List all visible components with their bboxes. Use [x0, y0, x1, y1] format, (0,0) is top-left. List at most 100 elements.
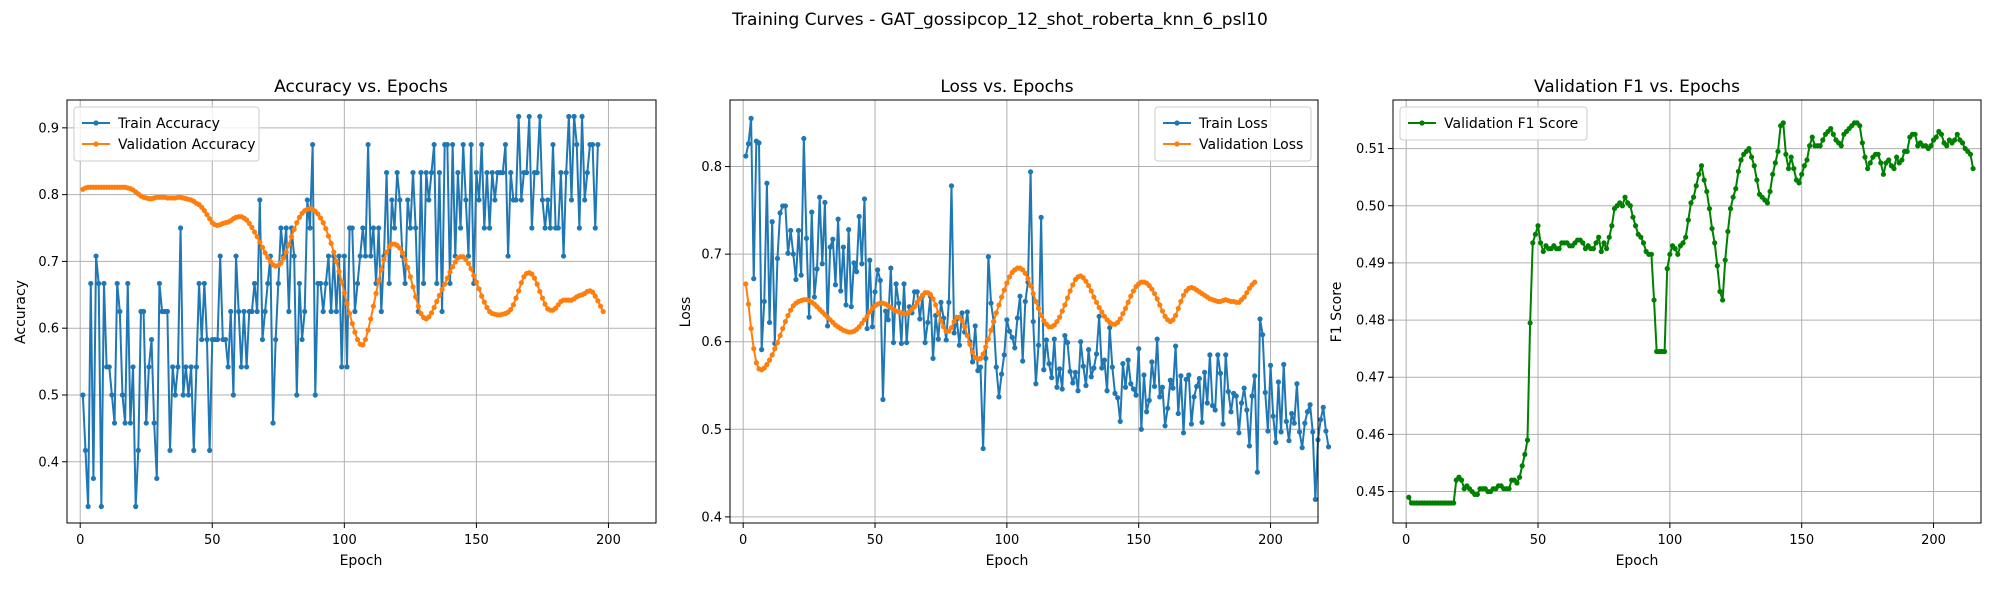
f1-validation-f1-score-point — [1970, 165, 1976, 172]
loss-train-loss-point — [1033, 381, 1039, 387]
accuracy-train-accuracy-point — [273, 336, 279, 343]
loss-validation-loss-point — [1004, 280, 1010, 286]
accuracy-train-accuracy-point — [251, 280, 258, 287]
accuracy-validation-accuracy-point — [471, 272, 477, 279]
loss-train-loss-point — [1167, 377, 1173, 383]
loss-train-loss-point — [1202, 369, 1208, 375]
f1-panel-title: Validation F1 vs. Epochs — [1534, 77, 1740, 97]
f1-validation-f1-score-point — [1801, 163, 1807, 169]
accuracy-train-accuracy-point — [516, 113, 522, 120]
accuracy-train-accuracy-point — [481, 225, 487, 231]
accuracy-train-accuracy-point — [339, 364, 345, 370]
accuracy-train-accuracy-point — [302, 308, 308, 315]
accuracy-train-accuracy-point — [386, 280, 392, 287]
loss-validation-loss-point — [774, 339, 781, 346]
accuracy-train-accuracy-point — [286, 308, 292, 315]
loss-validation-loss-point — [948, 325, 955, 331]
loss-train-loss-point — [867, 257, 873, 263]
accuracy-train-accuracy-point — [275, 280, 281, 287]
accuracy-train-accuracy-point — [125, 280, 131, 287]
accuracy-train-accuracy-point — [249, 308, 255, 315]
f1-ytick-label: 0.50 — [1356, 199, 1385, 214]
accuracy-validation-accuracy-point — [439, 286, 445, 293]
f1-validation-f1-score-point — [1690, 194, 1697, 200]
accuracy-ytick-label: 0.7 — [38, 255, 59, 270]
accuracy-train-accuracy-point — [473, 169, 479, 176]
loss-legend-box — [1154, 106, 1312, 162]
loss-train-loss-point — [830, 236, 836, 242]
accuracy-ylabel: Accuracy — [13, 280, 29, 344]
loss-train-loss-point — [998, 371, 1005, 377]
accuracy-validation-accuracy-point — [444, 275, 450, 281]
loss-train-loss-point — [1067, 368, 1073, 375]
f1-validation-f1-score-point — [1933, 134, 1939, 140]
accuracy-train-accuracy-point — [135, 447, 141, 454]
loss-train-loss-point — [1225, 389, 1231, 395]
f1-validation-f1-score-point — [1764, 200, 1771, 206]
accuracy-train-accuracy-point — [391, 225, 398, 231]
accuracy-train-accuracy-point — [214, 336, 221, 343]
loss-validation-loss-point — [745, 301, 752, 307]
f1-validation-f1-score-point — [1619, 203, 1625, 209]
accuracy-train-accuracy-point — [304, 197, 310, 203]
loss-train-loss-point — [1159, 384, 1166, 390]
loss-train-loss-point — [1260, 332, 1266, 338]
accuracy-validation-accuracy-point — [595, 298, 601, 304]
accuracy-validation-accuracy-point — [539, 295, 546, 301]
accuracy-validation-accuracy-point — [465, 260, 472, 267]
accuracy-validation-accuracy-point — [476, 286, 482, 292]
f1-validation-f1-score-point — [1648, 251, 1654, 257]
accuracy-ytick-label: 0.4 — [38, 455, 59, 470]
accuracy-train-accuracy-point — [185, 392, 192, 398]
accuracy-validation-accuracy-point — [508, 306, 514, 313]
accuracy-train-accuracy-point — [106, 364, 112, 370]
f1-validation-f1-score-point — [1516, 474, 1523, 480]
accuracy-validation-accuracy-point — [452, 259, 458, 265]
accuracy-train-accuracy-point — [201, 280, 207, 287]
loss-train-loss-point — [901, 281, 907, 287]
loss-train-loss-point — [1093, 351, 1100, 357]
loss-train-loss-point — [988, 300, 994, 306]
accuracy-train-accuracy-point — [360, 225, 366, 231]
loss-train-loss-point — [893, 281, 899, 287]
loss-validation-loss-point — [938, 318, 944, 324]
accuracy-train-accuracy-point — [151, 420, 157, 426]
loss-train-loss-point — [1212, 407, 1218, 413]
f1-validation-f1-score-point — [1672, 246, 1678, 252]
loss-validation-loss-point — [1070, 282, 1076, 288]
f1-validation-f1-score-point — [1791, 165, 1797, 172]
accuracy-train-accuracy-point — [204, 336, 210, 343]
loss-train-loss-point — [1244, 407, 1250, 413]
accuracy-xlabel: Epoch — [340, 553, 383, 569]
accuracy-validation-accuracy-point — [410, 284, 416, 290]
loss-xtick-label: 100 — [994, 533, 1019, 548]
f1-validation-f1-score-point — [1730, 194, 1736, 200]
loss-train-loss-point — [898, 340, 904, 347]
loss-validation-loss-point — [1083, 278, 1089, 284]
f1-validation-f1-score-point — [1698, 163, 1705, 169]
accuracy-validation-accuracy-point — [339, 279, 345, 285]
loss-train-loss-point — [801, 135, 807, 142]
accuracy-train-accuracy-point — [323, 280, 329, 287]
accuracy-train-accuracy-point — [217, 253, 223, 259]
loss-train-loss-point — [1175, 410, 1181, 417]
f1-validation-f1-score-point — [1688, 200, 1694, 206]
accuracy-validation-accuracy-point — [402, 256, 408, 263]
loss-train-loss-point — [1173, 343, 1179, 349]
accuracy-validation-accuracy-point — [479, 293, 485, 299]
accuracy-train-accuracy-point — [436, 169, 443, 176]
f1-validation-f1-score-point — [1959, 140, 1966, 146]
f1-xtick-label: 200 — [1921, 533, 1946, 548]
accuracy-validation-accuracy-point — [296, 214, 303, 220]
loss-train-loss-point — [788, 227, 794, 234]
loss-validation-loss-point — [1099, 309, 1105, 315]
f1-validation-f1-score-point — [1640, 240, 1647, 246]
loss-train-loss-point — [1141, 372, 1147, 378]
loss-train-loss-point — [838, 288, 844, 294]
loss-validation-loss-point — [764, 361, 770, 368]
loss-train-loss-point — [856, 213, 862, 220]
accuracy-train-accuracy-point — [90, 475, 97, 482]
f1-ytick-label: 0.51 — [1356, 142, 1385, 157]
accuracy-train-accuracy-point — [505, 253, 511, 259]
loss-train-loss-point — [1183, 376, 1189, 382]
